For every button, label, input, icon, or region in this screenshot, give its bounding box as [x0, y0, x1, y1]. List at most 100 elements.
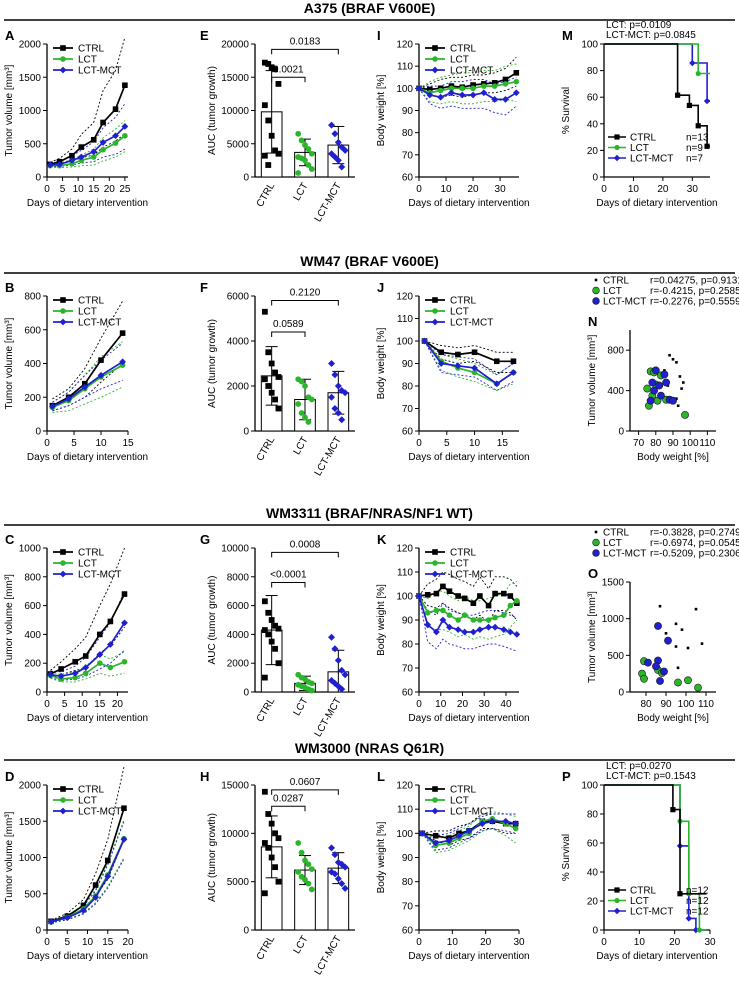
scatter-point-lct [684, 676, 692, 685]
marker-ctrl [80, 902, 87, 909]
survival-curve-ctrl [604, 784, 707, 895]
marker-lct-mct [334, 656, 342, 664]
x-tick-label: 10 [435, 699, 447, 710]
marker-ctrl [119, 330, 126, 336]
marker-ctrl [272, 622, 278, 629]
panel-letter: K [377, 532, 387, 547]
legend-label-lct: LCT [450, 796, 469, 807]
marker-lct-mct [90, 148, 98, 156]
significance-bracket [271, 805, 306, 812]
marker-lct-mct [47, 918, 55, 926]
panel-k-line-chart: 60 70 80 90 100 110 120 0 10 20 30 40 Days of dietar… [376, 532, 530, 724]
marker-ctrl [265, 811, 272, 817]
scatter-point-ctrl [664, 632, 668, 635]
marker-lct-mct [431, 66, 439, 74]
legend-label-lct-mct: LCT-MCT [78, 570, 121, 581]
ci-line-lct-mct-hi [52, 342, 123, 403]
marker-lct [432, 797, 438, 803]
x-tick-label: 15 [88, 184, 100, 195]
legend-marker [592, 538, 600, 547]
marker-lct [308, 866, 315, 872]
marker-lct [308, 886, 315, 893]
scatter-point-ctrl [680, 387, 683, 390]
marker-lct [302, 857, 308, 864]
panel-letter: A [5, 28, 15, 43]
x-tick-label: 0 [44, 699, 50, 710]
x-tick-label: 0 [601, 184, 607, 195]
y-tick-label: 0 [35, 688, 41, 699]
legend-label-lct: LCT [78, 796, 97, 807]
y-tick-label: 110 [397, 62, 413, 73]
marker-ctrl [268, 360, 275, 367]
marker-lct [107, 664, 114, 671]
y-tick-label: 90 [402, 616, 414, 627]
marker-lct [491, 83, 498, 89]
legend-stat-ctrl: r=0.04275, p=0.9131 [650, 276, 739, 287]
marker-ctrl [677, 891, 683, 897]
marker-lct-mct [57, 672, 65, 680]
x-tick-label: 20 [467, 184, 479, 195]
marker-lct [302, 876, 308, 883]
marker-lct-mct [488, 817, 496, 825]
marker-lct [446, 612, 453, 618]
x-tick-label: 20 [657, 184, 669, 195]
y-tick-label: 400 [24, 359, 41, 370]
section-title-a375: A375 (BRAF V600E) [304, 0, 436, 16]
legend-label-lct-mct: LCT-MCT [78, 318, 121, 329]
marker-ctrl [261, 674, 268, 681]
marker-lct-mct [92, 893, 99, 901]
x-tick-label: 5 [444, 438, 450, 449]
marker-lct-mct [120, 835, 128, 843]
marker-lct [481, 83, 487, 89]
y-tick-label: 2000 [19, 40, 42, 51]
marker-lct-mct [437, 360, 445, 367]
y-tick-label: 90 [402, 853, 414, 864]
marker-lct-mct [338, 163, 346, 171]
marker-lct-mct [613, 907, 621, 915]
marker-ctrl [440, 583, 446, 590]
y-tick-label: 40 [587, 119, 599, 130]
ci-line-lct-mct-lo [50, 148, 126, 168]
ci-line-lct-hi [50, 819, 125, 922]
marker-lct-mct [513, 631, 521, 638]
marker-lct [121, 658, 128, 665]
marker-lct-mct [331, 645, 339, 653]
y-tick-label: 200 [24, 659, 41, 670]
marker-lct-mct [432, 839, 440, 847]
marker-ctrl [261, 890, 268, 897]
marker-lct-mct [338, 685, 346, 693]
x-tick-label: 20 [122, 937, 134, 948]
ci-line-ctrl-hi [424, 340, 514, 353]
y-axis-label: AUC (tumor growth) [207, 813, 218, 902]
ci-line-lct-mct-hi [418, 595, 517, 619]
x-tick-label: 15 [497, 438, 509, 449]
marker-lct [470, 85, 476, 92]
x-axis-label: Days of dietary intervention [27, 713, 148, 724]
legend-label-lct-mct: LCT-MCT [78, 807, 121, 818]
marker-lct [298, 137, 305, 144]
ci-line-lct-lo [50, 151, 126, 169]
marker-lct-mct [500, 626, 508, 633]
marker-lct-mct [81, 383, 89, 391]
scatter-point-lct-mct [660, 370, 669, 379]
y-tick-label: 100 [396, 84, 413, 95]
marker-ctrl [461, 595, 468, 602]
x-tick-label: 100 [678, 699, 695, 710]
y-axis-label: Tumor volume [mm³] [587, 334, 598, 426]
y-tick-label: 60 [402, 926, 414, 937]
y-tick-label: 120 [396, 40, 413, 51]
panel-e-bar-chart: 0 5000 10000 15000 20000 AUC (tumor growth) E C… [200, 28, 355, 224]
marker-ctrl [670, 807, 676, 813]
marker-ctrl [261, 102, 268, 109]
y-tick-label: 60 [587, 93, 599, 104]
legend-n-lct-mct: n=12 [686, 907, 709, 918]
marker-lct-mct [506, 628, 514, 636]
x-tick-label: 5 [62, 699, 68, 710]
ci-line-lct-lo [418, 595, 518, 640]
y-tick-label: 0 [618, 427, 624, 438]
ci-line-ctrl-hi [418, 56, 517, 89]
y-tick-label: 8000 [227, 572, 250, 583]
logrank-p-value: LCT: p=0.0109 [606, 20, 672, 31]
significance-bracket [271, 76, 306, 83]
